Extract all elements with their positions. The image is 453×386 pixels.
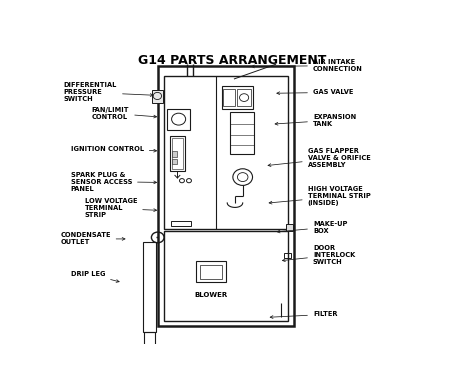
Text: GAS FLAPPER
VALVE & ORIFICE
ASSEMBLY: GAS FLAPPER VALVE & ORIFICE ASSEMBLY bbox=[268, 148, 371, 168]
Text: BLOWER: BLOWER bbox=[194, 292, 228, 298]
Bar bbox=[159, 66, 294, 326]
Bar bbox=[172, 138, 183, 169]
Text: AIR INTAKE
CONNECTION: AIR INTAKE CONNECTION bbox=[251, 59, 363, 72]
Text: IGNITION CONTROL: IGNITION CONTROL bbox=[71, 146, 157, 152]
Text: FAN/LIMIT
CONTROL: FAN/LIMIT CONTROL bbox=[92, 107, 157, 120]
Bar bbox=[152, 90, 163, 103]
Bar bbox=[167, 109, 190, 130]
Bar bbox=[196, 261, 226, 282]
Bar bbox=[200, 265, 222, 279]
Text: G14 PARTS ARRANGEMENT: G14 PARTS ARRANGEMENT bbox=[138, 54, 326, 67]
Bar bbox=[142, 347, 157, 352]
Bar bbox=[237, 89, 251, 107]
Text: FILTER: FILTER bbox=[270, 312, 337, 318]
Bar bbox=[284, 253, 291, 258]
Bar bbox=[164, 232, 288, 321]
Text: EXPANSION
TANK: EXPANSION TANK bbox=[275, 113, 356, 127]
Text: CONDENSATE
OUTLET: CONDENSATE OUTLET bbox=[60, 232, 125, 245]
Bar bbox=[222, 86, 253, 109]
Text: HIGH VOLTAGE
TERMINAL STRIP
(INSIDE): HIGH VOLTAGE TERMINAL STRIP (INSIDE) bbox=[269, 186, 371, 207]
Bar bbox=[171, 221, 191, 226]
Bar bbox=[145, 332, 155, 348]
Bar bbox=[170, 136, 185, 171]
Text: DRIP LEG: DRIP LEG bbox=[71, 271, 119, 283]
Text: DIFFERENTIAL
PRESSURE
SWITCH: DIFFERENTIAL PRESSURE SWITCH bbox=[63, 82, 153, 102]
Text: MAKE-UP
BOX: MAKE-UP BOX bbox=[277, 220, 347, 234]
Bar bbox=[223, 89, 235, 107]
Text: GAS VALVE: GAS VALVE bbox=[277, 90, 353, 95]
Bar bbox=[286, 224, 293, 232]
Bar bbox=[173, 159, 177, 164]
Bar bbox=[143, 242, 156, 332]
Text: LOW VOLTAGE
TERMINAL
STRIP: LOW VOLTAGE TERMINAL STRIP bbox=[85, 198, 157, 218]
Bar bbox=[164, 76, 288, 229]
Bar bbox=[173, 151, 177, 157]
Text: DOOR
INTERLOCK
SWITCH: DOOR INTERLOCK SWITCH bbox=[283, 245, 355, 265]
Bar bbox=[231, 112, 254, 154]
Text: SPARK PLUG &
SENSOR ACCESS
PANEL: SPARK PLUG & SENSOR ACCESS PANEL bbox=[71, 171, 157, 191]
